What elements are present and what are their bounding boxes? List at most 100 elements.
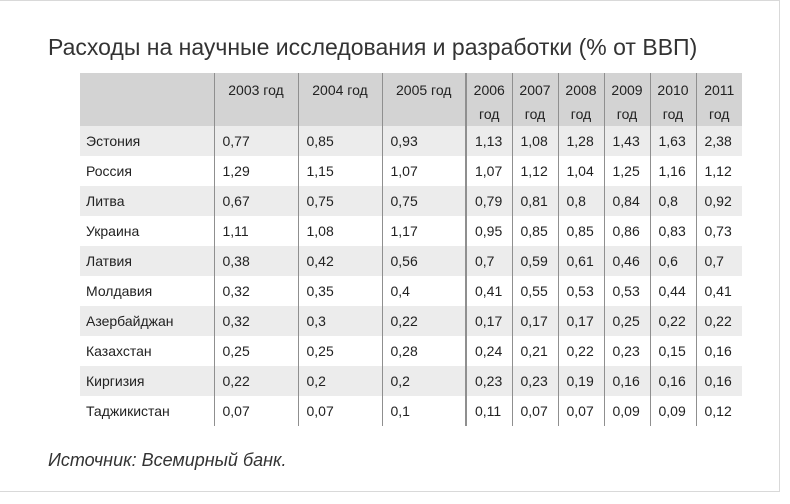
value-cell: 0,23 xyxy=(511,366,558,396)
value-cell: 0,53 xyxy=(603,276,650,306)
table-row: Азербайджан 0,32 0,3 0,22 0,17 0,17 0,17 0,25 0,… xyxy=(80,306,742,336)
value-cell: 0,28 xyxy=(381,336,466,366)
table-row: Молдавия 0,32 0,35 0,4 0,41 0,55 0,53 0,53 0,44 0… xyxy=(80,276,742,306)
value-cell: 1,28 xyxy=(557,126,604,156)
value-cell: 0,32 xyxy=(213,276,298,306)
value-cell: 1,25 xyxy=(603,156,650,186)
value-cell: 0,11 xyxy=(465,396,512,426)
value-cell: 0,44 xyxy=(649,276,696,306)
value-cell: 0,24 xyxy=(465,336,512,366)
value-cell: 0,85 xyxy=(557,216,604,246)
source-note: Источник: Всемирный банк. xyxy=(48,450,287,470)
year-header-2009: 2009 год xyxy=(603,73,650,126)
value-cell: 0,3 xyxy=(297,306,382,336)
value-cell: 0,8 xyxy=(557,186,604,216)
value-cell: 0,67 xyxy=(213,186,298,216)
value-cell: 0,61 xyxy=(557,246,604,276)
article-card: Расходы на научные исследования и разраб… xyxy=(0,0,780,492)
value-cell: 0,22 xyxy=(649,306,696,336)
country-cell: Литва xyxy=(80,186,214,216)
value-cell: 0,25 xyxy=(297,336,382,366)
value-cell: 0,77 xyxy=(213,126,298,156)
value-cell: 2,38 xyxy=(695,126,742,156)
value-cell: 0,85 xyxy=(511,216,558,246)
value-cell: 0,25 xyxy=(603,306,650,336)
value-cell: 0,22 xyxy=(557,336,604,366)
value-cell: 0,09 xyxy=(649,396,696,426)
value-cell: 0,83 xyxy=(649,216,696,246)
value-cell: 1,12 xyxy=(695,156,742,186)
value-cell: 0,12 xyxy=(695,396,742,426)
table-row: Россия 1,29 1,15 1,07 1,07 1,12 1,04 1,25 1,16 1,… xyxy=(80,156,742,186)
value-cell: 0,09 xyxy=(603,396,650,426)
value-cell: 0,46 xyxy=(603,246,650,276)
year-header-2010: 2010 год xyxy=(649,73,696,126)
value-cell: 0,17 xyxy=(465,306,512,336)
value-cell: 0,53 xyxy=(557,276,604,306)
value-cell: 1,16 xyxy=(649,156,696,186)
value-cell: 0,32 xyxy=(213,306,298,336)
country-cell: Эстония xyxy=(80,126,214,156)
table-row: Казахстан 0,25 0,25 0,28 0,24 0,21 0,22 0,23 0,1… xyxy=(80,336,742,366)
value-cell: 0,55 xyxy=(511,276,558,306)
value-cell: 0,86 xyxy=(603,216,650,246)
value-cell: 1,04 xyxy=(557,156,604,186)
value-cell: 0,38 xyxy=(213,246,298,276)
value-cell: 1,43 xyxy=(603,126,650,156)
value-cell: 0,59 xyxy=(511,246,558,276)
value-cell: 0,73 xyxy=(695,216,742,246)
value-cell: 0,21 xyxy=(511,336,558,366)
value-cell: 0,22 xyxy=(381,306,466,336)
year-header-2004: 2004 год xyxy=(297,73,382,126)
value-cell: 0,41 xyxy=(695,276,742,306)
value-cell: 1,07 xyxy=(381,156,466,186)
value-cell: 1,12 xyxy=(511,156,558,186)
value-cell: 0,16 xyxy=(695,336,742,366)
year-header-2008: 2008 год xyxy=(557,73,604,126)
value-cell: 0,25 xyxy=(213,336,298,366)
year-header-2003: 2003 год xyxy=(213,73,298,126)
value-cell: 0,2 xyxy=(297,366,382,396)
country-cell: Таджикистан xyxy=(80,396,214,426)
value-cell: 1,08 xyxy=(297,216,382,246)
table-row: Латвия 0,38 0,42 0,56 0,7 0,59 0,61 0,46 0,6 0,7 xyxy=(80,246,742,276)
country-cell: Молдавия xyxy=(80,276,214,306)
value-cell: 0,7 xyxy=(465,246,512,276)
value-cell: 0,2 xyxy=(381,366,466,396)
value-cell: 0,6 xyxy=(649,246,696,276)
table-body: Эстония 0,77 0,85 0,93 1,13 1,08 1,28 1,43 1,63 2… xyxy=(80,126,742,426)
value-cell: 0,17 xyxy=(511,306,558,336)
value-cell: 0,22 xyxy=(213,366,298,396)
value-cell: 1,63 xyxy=(649,126,696,156)
value-cell: 1,15 xyxy=(297,156,382,186)
value-cell: 0,1 xyxy=(381,396,466,426)
country-cell: Россия xyxy=(80,156,214,186)
table-row: Украина 1,11 1,08 1,17 0,95 0,85 0,85 0,86 0,83 0… xyxy=(80,216,742,246)
value-cell: 0,75 xyxy=(381,186,466,216)
table-row: Эстония 0,77 0,85 0,93 1,13 1,08 1,28 1,43 1,63 2… xyxy=(80,126,742,156)
value-cell: 0,56 xyxy=(381,246,466,276)
value-cell: 0,93 xyxy=(381,126,466,156)
value-cell: 0,16 xyxy=(603,366,650,396)
value-cell: 0,84 xyxy=(603,186,650,216)
value-cell: 0,42 xyxy=(297,246,382,276)
value-cell: 0,17 xyxy=(557,306,604,336)
value-cell: 0,79 xyxy=(465,186,512,216)
value-cell: 0,19 xyxy=(557,366,604,396)
corner-header-cell xyxy=(80,73,214,126)
value-cell: 0,92 xyxy=(695,186,742,216)
year-header-2007: 2007 год xyxy=(511,73,558,126)
value-cell: 0,07 xyxy=(557,396,604,426)
country-cell: Украина xyxy=(80,216,214,246)
header-row: 2003 год 2004 год 2005 год 2006 год 2007 год… xyxy=(80,73,742,126)
table-row: Киргизия 0,22 0,2 0,2 0,23 0,23 0,19 0,16 0,16 0,… xyxy=(80,366,742,396)
value-cell: 0,85 xyxy=(297,126,382,156)
value-cell: 0,75 xyxy=(297,186,382,216)
country-cell: Киргизия xyxy=(80,366,214,396)
value-cell: 0,8 xyxy=(649,186,696,216)
value-cell: 1,13 xyxy=(465,126,512,156)
value-cell: 1,11 xyxy=(213,216,298,246)
value-cell: 0,23 xyxy=(465,366,512,396)
value-cell: 0,95 xyxy=(465,216,512,246)
value-cell: 0,81 xyxy=(511,186,558,216)
